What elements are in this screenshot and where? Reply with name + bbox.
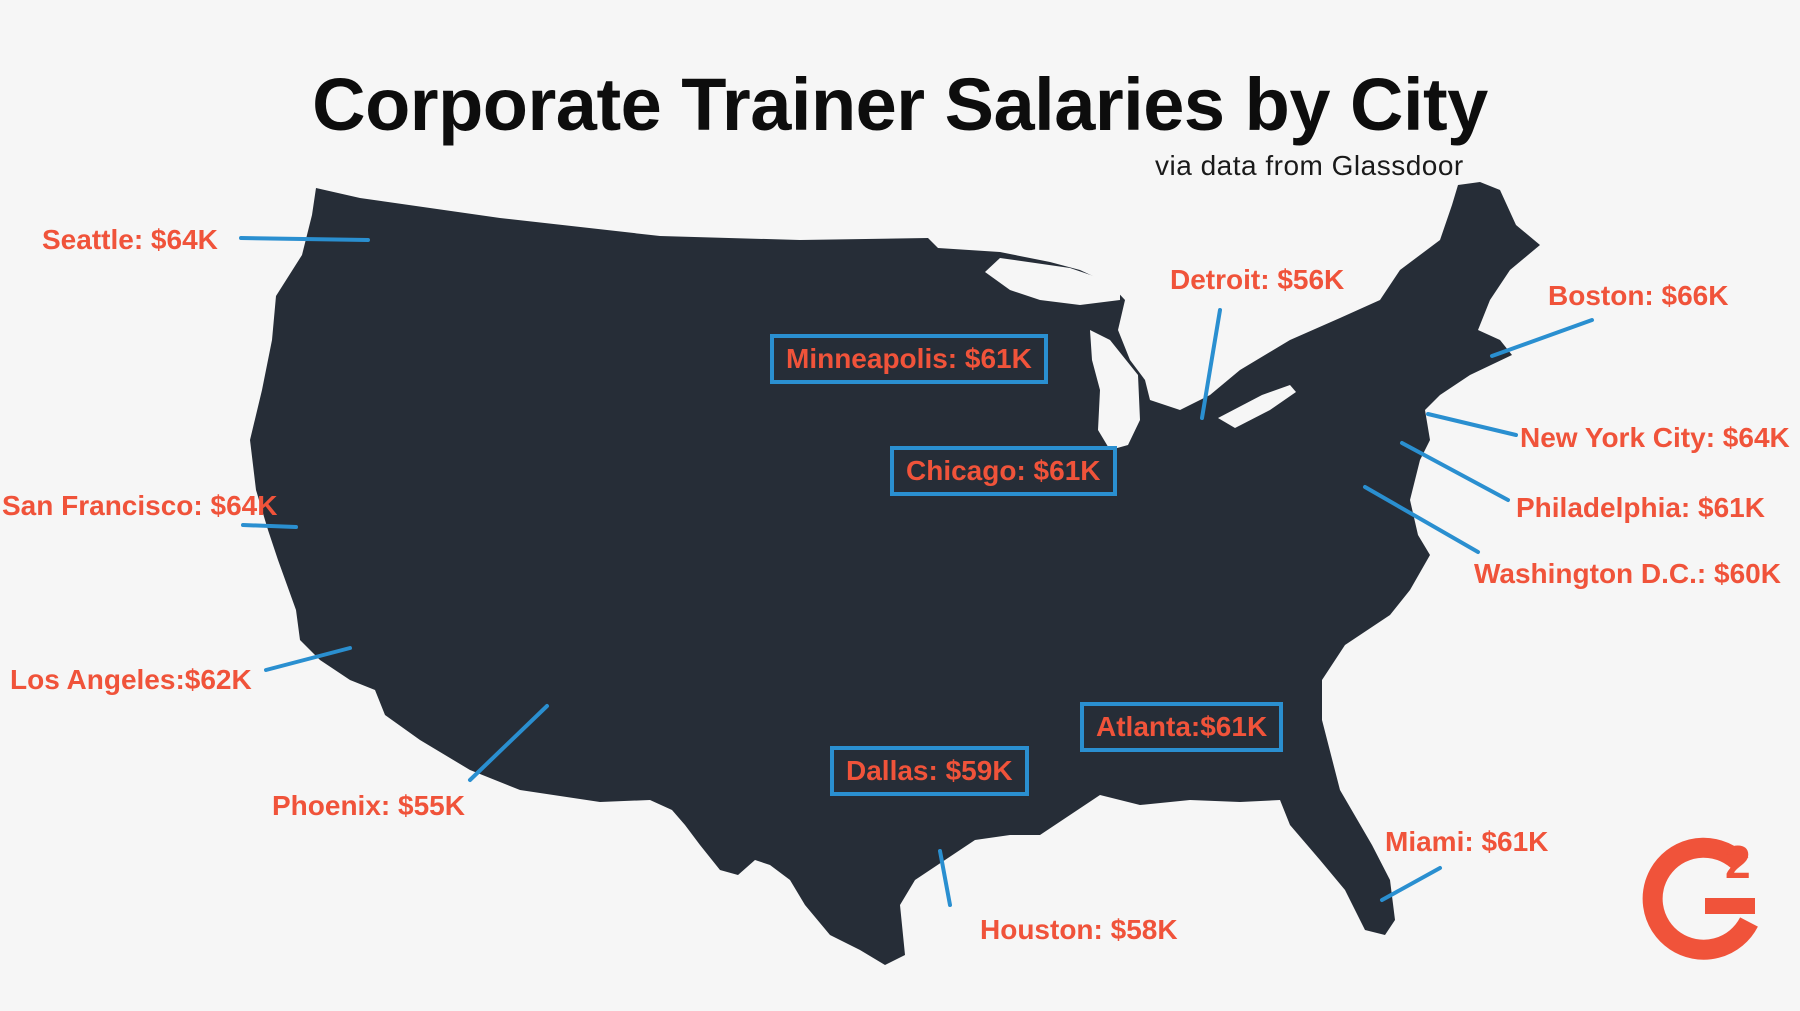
leader-line-san-francisco [241, 523, 298, 529]
leader-line-washington [1363, 485, 1480, 554]
g2-logo-ring [1642, 837, 1758, 960]
city-label-miami: Miami: $61K [1385, 826, 1549, 857]
lake-erie [1218, 385, 1296, 428]
city-label-boston: Boston: $66K [1548, 280, 1729, 311]
leader-line-seattle [239, 236, 370, 242]
leader-line-philadelphia [1400, 441, 1510, 502]
map-subtitle: via data from Glassdoor [1155, 150, 1464, 181]
leader-line-los-angeles [264, 646, 352, 672]
city-label-san-francisco: San Francisco: $64K [2, 490, 278, 521]
leader-line-houston [938, 849, 952, 907]
map-title: Corporate Trainer Salaries by City [312, 63, 1488, 146]
city-label-atlanta: Atlanta:$61K [1080, 702, 1284, 752]
city-label-dallas: Dallas: $59K [830, 746, 1029, 796]
city-label-chicago: Chicago: $61K [890, 446, 1117, 496]
city-label-philadelphia: Philadelphia: $61K [1516, 492, 1765, 523]
leader-line-detroit [1200, 308, 1222, 420]
us-map-shape [250, 182, 1540, 965]
g2-logo-superscript: 2 [1725, 836, 1751, 888]
city-label-los-angeles: Los Angeles:$62K [10, 664, 252, 695]
leader-line-boston [1490, 318, 1594, 358]
leader-lines [239, 236, 1594, 907]
leader-line-miami [1380, 866, 1442, 902]
city-label-minneapolis: Minneapolis: $61K [770, 334, 1048, 384]
lake-superior [985, 258, 1120, 305]
g2-logo: 2 [1642, 836, 1758, 960]
city-label-phoenix: Phoenix: $55K [272, 790, 465, 821]
city-label-houston: Houston: $58K [980, 914, 1178, 945]
leader-line-new-york [1426, 412, 1518, 437]
city-label-washington: Washington D.C.: $60K [1474, 558, 1781, 589]
lake-michigan [1090, 330, 1140, 450]
city-label-seattle: Seattle: $64K [42, 224, 218, 255]
city-label-detroit: Detroit: $56K [1170, 264, 1345, 295]
leader-line-phoenix [468, 704, 549, 782]
city-label-new-york: New York City: $64K [1520, 422, 1790, 453]
